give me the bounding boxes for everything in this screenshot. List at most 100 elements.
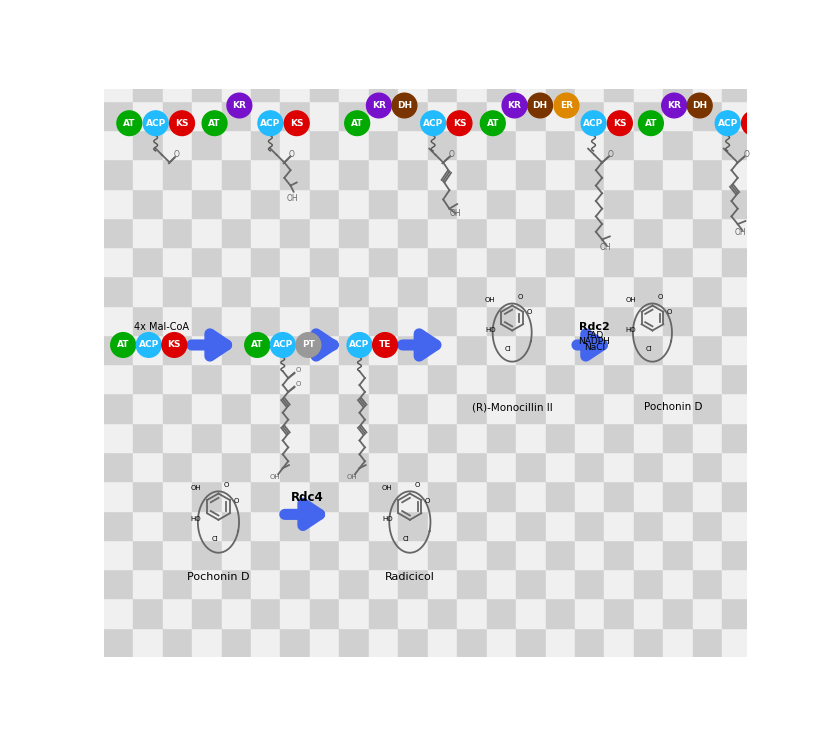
Bar bbox=[369, 277, 398, 306]
Bar bbox=[722, 218, 752, 247]
Bar bbox=[457, 423, 486, 452]
Bar bbox=[369, 72, 398, 101]
Text: OH: OH bbox=[485, 297, 496, 303]
Bar bbox=[634, 277, 663, 306]
Bar bbox=[133, 423, 163, 452]
Bar bbox=[251, 511, 281, 539]
Bar bbox=[457, 627, 486, 657]
Bar bbox=[516, 306, 545, 335]
Bar bbox=[339, 101, 369, 130]
Bar bbox=[133, 335, 163, 365]
Bar bbox=[192, 365, 222, 393]
Bar bbox=[545, 569, 575, 599]
Bar bbox=[516, 393, 545, 423]
Bar bbox=[634, 423, 663, 452]
Bar bbox=[545, 335, 575, 365]
Circle shape bbox=[392, 93, 417, 118]
Bar bbox=[486, 335, 516, 365]
Circle shape bbox=[502, 93, 527, 118]
Bar bbox=[222, 423, 251, 452]
Bar bbox=[486, 452, 516, 481]
Bar bbox=[516, 627, 545, 657]
Bar bbox=[251, 539, 281, 569]
Bar bbox=[222, 101, 251, 130]
Bar bbox=[398, 335, 427, 365]
Bar bbox=[251, 335, 281, 365]
Bar bbox=[369, 423, 398, 452]
Text: DH: DH bbox=[397, 101, 412, 110]
Bar bbox=[516, 247, 545, 277]
Bar bbox=[133, 627, 163, 657]
Bar bbox=[457, 189, 486, 218]
Bar bbox=[339, 599, 369, 627]
Bar bbox=[486, 189, 516, 218]
Bar bbox=[634, 481, 663, 511]
Text: Cl: Cl bbox=[505, 346, 511, 352]
Bar bbox=[693, 130, 722, 159]
Bar bbox=[133, 306, 163, 335]
Bar bbox=[427, 452, 457, 481]
Bar bbox=[457, 218, 486, 247]
Circle shape bbox=[554, 93, 579, 118]
Bar bbox=[722, 627, 752, 657]
Bar bbox=[339, 423, 369, 452]
Bar bbox=[752, 306, 781, 335]
Bar bbox=[398, 393, 427, 423]
Bar bbox=[752, 452, 781, 481]
Text: O: O bbox=[295, 381, 300, 387]
Bar bbox=[486, 569, 516, 599]
Text: O: O bbox=[223, 483, 229, 489]
Bar bbox=[222, 159, 251, 189]
Bar bbox=[516, 277, 545, 306]
Text: HO: HO bbox=[485, 327, 496, 333]
Bar bbox=[163, 423, 192, 452]
Bar bbox=[133, 481, 163, 511]
Bar bbox=[457, 277, 486, 306]
Bar bbox=[281, 189, 310, 218]
Bar bbox=[545, 306, 575, 335]
Bar bbox=[251, 599, 281, 627]
Bar bbox=[192, 511, 222, 539]
Bar bbox=[369, 599, 398, 627]
Bar bbox=[163, 101, 192, 130]
Bar bbox=[104, 539, 133, 569]
Bar bbox=[104, 365, 133, 393]
Bar bbox=[722, 423, 752, 452]
Bar bbox=[663, 130, 693, 159]
Bar bbox=[369, 335, 398, 365]
Text: O: O bbox=[449, 151, 455, 159]
Bar bbox=[133, 277, 163, 306]
Bar bbox=[251, 218, 281, 247]
Bar bbox=[486, 218, 516, 247]
Bar bbox=[281, 277, 310, 306]
Bar bbox=[339, 511, 369, 539]
Bar bbox=[752, 42, 781, 72]
Bar bbox=[457, 247, 486, 277]
Bar bbox=[251, 101, 281, 130]
Bar bbox=[222, 306, 251, 335]
Bar bbox=[516, 599, 545, 627]
Bar bbox=[398, 130, 427, 159]
Bar bbox=[634, 101, 663, 130]
Bar bbox=[281, 511, 310, 539]
Bar bbox=[281, 218, 310, 247]
Bar bbox=[575, 452, 604, 481]
Bar bbox=[222, 511, 251, 539]
Circle shape bbox=[421, 111, 446, 136]
Bar bbox=[427, 365, 457, 393]
Bar bbox=[427, 481, 457, 511]
Bar bbox=[222, 247, 251, 277]
Bar bbox=[545, 130, 575, 159]
Text: ACP: ACP bbox=[717, 119, 738, 128]
Bar bbox=[339, 627, 369, 657]
Bar bbox=[545, 277, 575, 306]
Text: ACP: ACP bbox=[261, 119, 281, 128]
Bar bbox=[251, 159, 281, 189]
Bar bbox=[752, 101, 781, 130]
Bar bbox=[163, 189, 192, 218]
Bar bbox=[516, 335, 545, 365]
Bar bbox=[575, 101, 604, 130]
Bar bbox=[722, 306, 752, 335]
Circle shape bbox=[344, 111, 369, 136]
Bar bbox=[427, 189, 457, 218]
